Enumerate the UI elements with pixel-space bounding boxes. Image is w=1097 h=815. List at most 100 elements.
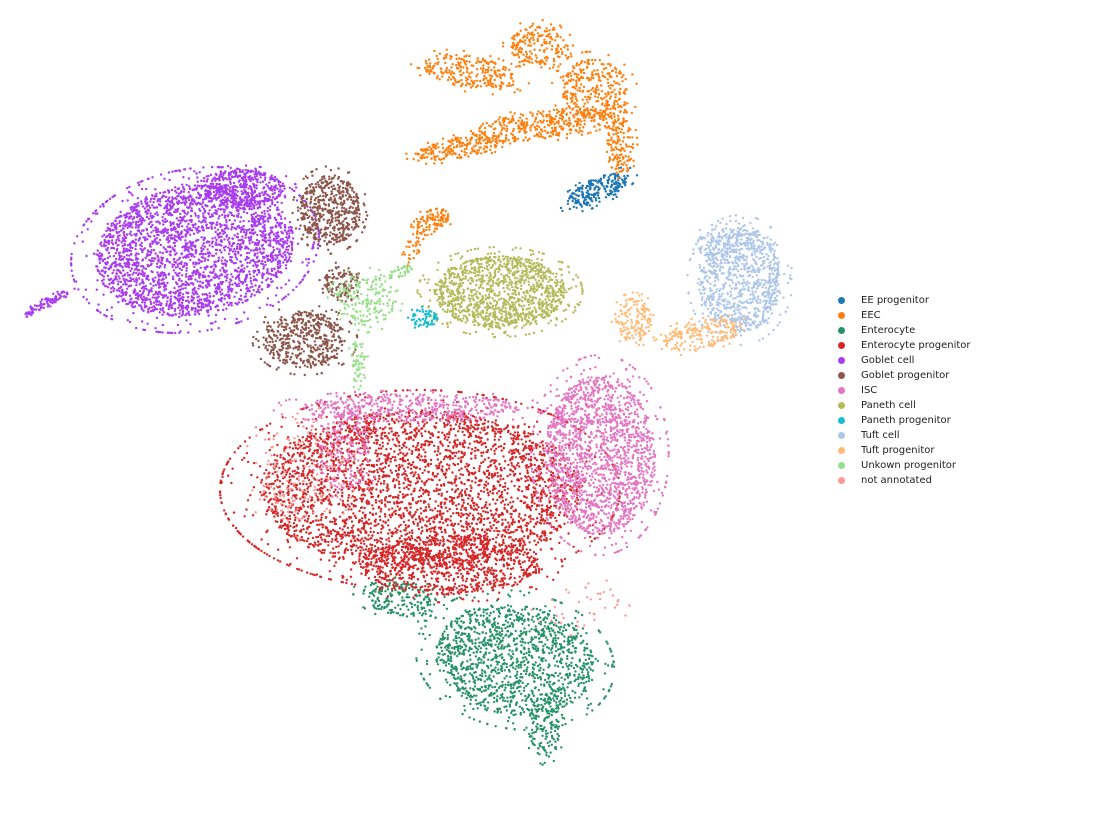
point-enterocyte [553,746,557,750]
point-eec [593,69,596,72]
point-eec [431,149,434,153]
point-ee-progenitor [602,174,606,177]
point-enterocyte [466,667,469,671]
point-enterocyte [611,663,614,666]
point-eec [476,73,479,76]
point-eec [517,124,520,127]
point-enterocyte [508,624,512,627]
point-enterocyte [542,705,545,708]
point-eec [592,109,595,113]
point-eec [512,127,515,131]
point-eec [525,122,529,126]
point-enterocyte [553,614,556,617]
point-eec [447,149,450,152]
point-enterocyte [537,747,540,750]
point-enterocyte-progenitor [378,443,382,447]
point-eec [574,95,577,98]
point-enterocyte [503,645,506,649]
point-eec [458,140,461,143]
point-enterocyte [505,675,508,678]
point-eec [549,117,552,120]
point-enterocyte [521,656,525,659]
point-enterocyte-progenitor [414,518,418,521]
point-enterocyte [553,599,557,602]
point-ee-progenitor [583,196,586,199]
point-enterocyte [490,669,494,672]
point-enterocyte [425,659,429,663]
point-enterocyte [609,685,613,688]
point-enterocyte [435,659,438,662]
point-enterocyte-progenitor [412,461,415,464]
point-enterocyte [459,647,462,650]
point-enterocyte [420,648,423,651]
point-eec [595,84,599,88]
point-eec [513,34,517,37]
point-enterocyte [411,588,414,591]
point-enterocyte-progenitor [454,454,457,458]
point-eec [411,244,415,247]
point-eec [617,72,621,75]
point-enterocyte [458,636,461,639]
point-enterocyte [438,640,441,643]
point-enterocyte-progenitor [519,517,523,520]
point-eec [583,119,586,122]
point-enterocyte [512,713,515,717]
point-eec [578,79,581,82]
point-ee-progenitor [614,177,617,181]
point-eec [470,137,473,140]
point-ee-progenitor [587,192,590,195]
point-enterocyte [477,637,480,640]
point-eec [616,103,619,106]
point-enterocyte-progenitor [517,525,520,529]
point-eec [410,225,413,228]
point-enterocyte-progenitor [387,508,391,511]
point-enterocyte [469,665,472,668]
point-eec [515,46,519,49]
point-eec [575,84,578,88]
point-enterocyte [591,655,594,658]
point-enterocyte [520,637,524,640]
point-enterocyte [374,612,377,616]
point-enterocyte [503,661,506,665]
point-eec [423,233,427,237]
point-eec [548,135,551,138]
point-enterocyte [439,697,442,700]
point-enterocyte [454,651,457,654]
point-enterocyte [371,592,374,596]
point-eec [582,68,585,71]
point-enterocyte [554,671,557,675]
point-eec [545,30,549,33]
point-enterocyte [427,600,430,604]
point-eec [575,97,578,101]
point-enterocyte-progenitor [520,438,523,441]
point-enterocyte [495,699,499,703]
point-enterocyte [474,642,477,645]
point-eec [635,136,639,140]
point-enterocyte [556,665,560,668]
point-eec [468,142,472,145]
point-eec [481,122,485,126]
point-eec [586,132,590,135]
point-enterocyte [536,613,540,616]
point-enterocyte [519,590,522,593]
point-enterocyte-progenitor [302,467,306,470]
point-eec [564,44,567,47]
point-enterocyte-progenitor [495,492,499,495]
point-eec [549,121,553,124]
point-enterocyte [482,689,486,692]
point-enterocyte [507,681,510,684]
point-eec [607,92,610,96]
point-enterocyte [523,663,526,667]
point-eec [456,144,459,147]
point-enterocyte [515,676,518,680]
point-enterocyte-progenitor [460,495,463,498]
point-eec [608,71,611,75]
point-enterocyte [449,624,452,627]
point-enterocyte [531,741,534,745]
point-enterocyte [496,663,499,666]
point-eec [562,39,565,42]
point-enterocyte [540,693,544,696]
point-eec [499,76,502,80]
point-enterocyte [514,703,518,707]
point-eec [409,240,412,244]
